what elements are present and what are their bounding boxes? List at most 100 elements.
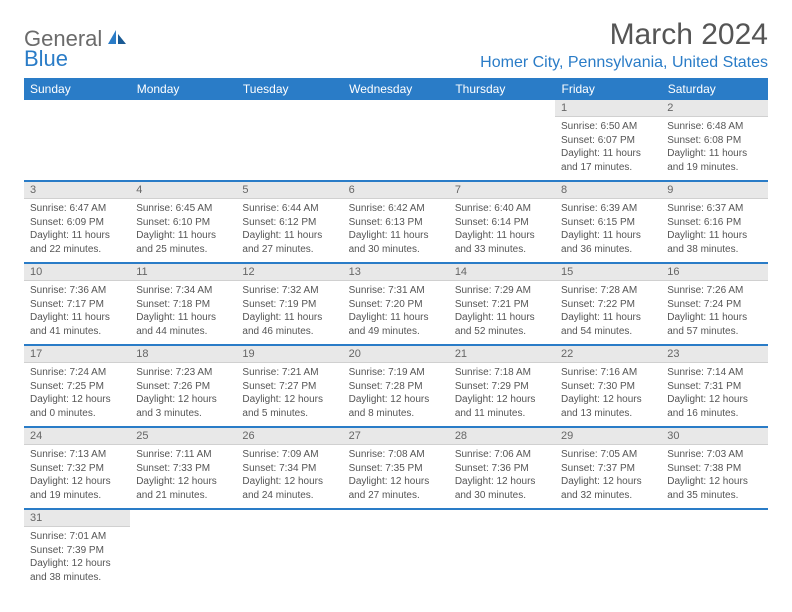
sunset-text: Sunset: 6:13 PM bbox=[349, 216, 443, 230]
weekday-header: Tuesday bbox=[236, 78, 342, 100]
day-cell: 11Sunrise: 7:34 AMSunset: 7:18 PMDayligh… bbox=[130, 263, 236, 345]
day-cell: 15Sunrise: 7:28 AMSunset: 7:22 PMDayligh… bbox=[555, 263, 661, 345]
day-cell: 28Sunrise: 7:06 AMSunset: 7:36 PMDayligh… bbox=[449, 427, 555, 509]
sunrise-text: Sunrise: 6:39 AM bbox=[561, 202, 655, 216]
daylight-text: Daylight: 12 hours and 11 minutes. bbox=[455, 393, 549, 420]
day-cell: 20Sunrise: 7:19 AMSunset: 7:28 PMDayligh… bbox=[343, 345, 449, 427]
sunset-text: Sunset: 7:38 PM bbox=[667, 462, 761, 476]
day-data: Sunrise: 6:37 AMSunset: 6:16 PMDaylight:… bbox=[661, 199, 767, 262]
sunrise-text: Sunrise: 7:16 AM bbox=[561, 366, 655, 380]
day-number bbox=[130, 100, 236, 116]
sunrise-text: Sunrise: 7:24 AM bbox=[30, 366, 124, 380]
sunrise-text: Sunrise: 7:29 AM bbox=[455, 284, 549, 298]
day-data: Sunrise: 7:11 AMSunset: 7:33 PMDaylight:… bbox=[130, 445, 236, 508]
day-data bbox=[236, 116, 342, 172]
sunrise-text: Sunrise: 7:06 AM bbox=[455, 448, 549, 462]
day-data bbox=[449, 116, 555, 172]
day-cell bbox=[449, 100, 555, 181]
day-cell: 23Sunrise: 7:14 AMSunset: 7:31 PMDayligh… bbox=[661, 345, 767, 427]
sunrise-text: Sunrise: 7:05 AM bbox=[561, 448, 655, 462]
day-number: 17 bbox=[24, 346, 130, 363]
day-cell bbox=[343, 100, 449, 181]
day-cell: 30Sunrise: 7:03 AMSunset: 7:38 PMDayligh… bbox=[661, 427, 767, 509]
day-cell: 25Sunrise: 7:11 AMSunset: 7:33 PMDayligh… bbox=[130, 427, 236, 509]
day-cell: 10Sunrise: 7:36 AMSunset: 7:17 PMDayligh… bbox=[24, 263, 130, 345]
day-number bbox=[449, 510, 555, 526]
day-number: 19 bbox=[236, 346, 342, 363]
day-cell: 6Sunrise: 6:42 AMSunset: 6:13 PMDaylight… bbox=[343, 181, 449, 263]
daylight-text: Daylight: 11 hours and 44 minutes. bbox=[136, 311, 230, 338]
daylight-text: Daylight: 12 hours and 16 minutes. bbox=[667, 393, 761, 420]
day-number bbox=[130, 510, 236, 526]
day-cell: 13Sunrise: 7:31 AMSunset: 7:20 PMDayligh… bbox=[343, 263, 449, 345]
day-number: 27 bbox=[343, 428, 449, 445]
day-cell: 12Sunrise: 7:32 AMSunset: 7:19 PMDayligh… bbox=[236, 263, 342, 345]
daylight-text: Daylight: 11 hours and 17 minutes. bbox=[561, 147, 655, 174]
daylight-text: Daylight: 12 hours and 21 minutes. bbox=[136, 475, 230, 502]
day-data: Sunrise: 7:31 AMSunset: 7:20 PMDaylight:… bbox=[343, 281, 449, 344]
sunrise-text: Sunrise: 7:21 AM bbox=[242, 366, 336, 380]
day-data bbox=[343, 116, 449, 172]
day-number: 31 bbox=[24, 510, 130, 527]
day-data: Sunrise: 6:39 AMSunset: 6:15 PMDaylight:… bbox=[555, 199, 661, 262]
sunrise-text: Sunrise: 7:14 AM bbox=[667, 366, 761, 380]
weekday-header: Thursday bbox=[449, 78, 555, 100]
week-row: 10Sunrise: 7:36 AMSunset: 7:17 PMDayligh… bbox=[24, 263, 768, 345]
day-number bbox=[236, 100, 342, 116]
daylight-text: Daylight: 12 hours and 27 minutes. bbox=[349, 475, 443, 502]
day-data: Sunrise: 6:47 AMSunset: 6:09 PMDaylight:… bbox=[24, 199, 130, 262]
sunrise-text: Sunrise: 6:48 AM bbox=[667, 120, 761, 134]
day-number bbox=[24, 100, 130, 116]
day-data bbox=[555, 526, 661, 582]
sunset-text: Sunset: 7:17 PM bbox=[30, 298, 124, 312]
day-data: Sunrise: 7:13 AMSunset: 7:32 PMDaylight:… bbox=[24, 445, 130, 508]
sunset-text: Sunset: 6:09 PM bbox=[30, 216, 124, 230]
day-data bbox=[24, 116, 130, 172]
day-cell: 18Sunrise: 7:23 AMSunset: 7:26 PMDayligh… bbox=[130, 345, 236, 427]
day-number bbox=[343, 100, 449, 116]
sunset-text: Sunset: 6:10 PM bbox=[136, 216, 230, 230]
daylight-text: Daylight: 12 hours and 24 minutes. bbox=[242, 475, 336, 502]
week-row: 17Sunrise: 7:24 AMSunset: 7:25 PMDayligh… bbox=[24, 345, 768, 427]
day-data: Sunrise: 7:05 AMSunset: 7:37 PMDaylight:… bbox=[555, 445, 661, 508]
location: Homer City, Pennsylvania, United States bbox=[480, 54, 768, 72]
daylight-text: Daylight: 11 hours and 46 minutes. bbox=[242, 311, 336, 338]
daylight-text: Daylight: 12 hours and 13 minutes. bbox=[561, 393, 655, 420]
sunrise-text: Sunrise: 6:50 AM bbox=[561, 120, 655, 134]
day-data: Sunrise: 7:23 AMSunset: 7:26 PMDaylight:… bbox=[130, 363, 236, 426]
day-number: 6 bbox=[343, 182, 449, 199]
title-block: March 2024 Homer City, Pennsylvania, Uni… bbox=[480, 18, 768, 72]
day-data bbox=[130, 116, 236, 172]
day-data: Sunrise: 6:40 AMSunset: 6:14 PMDaylight:… bbox=[449, 199, 555, 262]
daylight-text: Daylight: 11 hours and 22 minutes. bbox=[30, 229, 124, 256]
sunrise-text: Sunrise: 6:47 AM bbox=[30, 202, 124, 216]
day-number: 3 bbox=[24, 182, 130, 199]
day-cell bbox=[130, 509, 236, 590]
day-number: 4 bbox=[130, 182, 236, 199]
day-cell bbox=[555, 509, 661, 590]
day-cell: 4Sunrise: 6:45 AMSunset: 6:10 PMDaylight… bbox=[130, 181, 236, 263]
day-cell: 31Sunrise: 7:01 AMSunset: 7:39 PMDayligh… bbox=[24, 509, 130, 590]
daylight-text: Daylight: 11 hours and 38 minutes. bbox=[667, 229, 761, 256]
sunrise-text: Sunrise: 6:37 AM bbox=[667, 202, 761, 216]
sunrise-text: Sunrise: 7:19 AM bbox=[349, 366, 443, 380]
day-data: Sunrise: 7:21 AMSunset: 7:27 PMDaylight:… bbox=[236, 363, 342, 426]
week-row: 1Sunrise: 6:50 AMSunset: 6:07 PMDaylight… bbox=[24, 100, 768, 181]
daylight-text: Daylight: 12 hours and 8 minutes. bbox=[349, 393, 443, 420]
day-number bbox=[343, 510, 449, 526]
sunset-text: Sunset: 7:36 PM bbox=[455, 462, 549, 476]
sunrise-text: Sunrise: 7:34 AM bbox=[136, 284, 230, 298]
week-row: 24Sunrise: 7:13 AMSunset: 7:32 PMDayligh… bbox=[24, 427, 768, 509]
header: General March 2024 Homer City, Pennsylva… bbox=[24, 18, 768, 72]
daylight-text: Daylight: 11 hours and 27 minutes. bbox=[242, 229, 336, 256]
day-number: 22 bbox=[555, 346, 661, 363]
daylight-text: Daylight: 11 hours and 57 minutes. bbox=[667, 311, 761, 338]
day-data: Sunrise: 6:50 AMSunset: 6:07 PMDaylight:… bbox=[555, 117, 661, 180]
sunset-text: Sunset: 6:14 PM bbox=[455, 216, 549, 230]
daylight-text: Daylight: 12 hours and 3 minutes. bbox=[136, 393, 230, 420]
day-cell: 8Sunrise: 6:39 AMSunset: 6:15 PMDaylight… bbox=[555, 181, 661, 263]
month-title: March 2024 bbox=[480, 18, 768, 52]
sunset-text: Sunset: 7:26 PM bbox=[136, 380, 230, 394]
sunset-text: Sunset: 7:30 PM bbox=[561, 380, 655, 394]
daylight-text: Daylight: 12 hours and 35 minutes. bbox=[667, 475, 761, 502]
